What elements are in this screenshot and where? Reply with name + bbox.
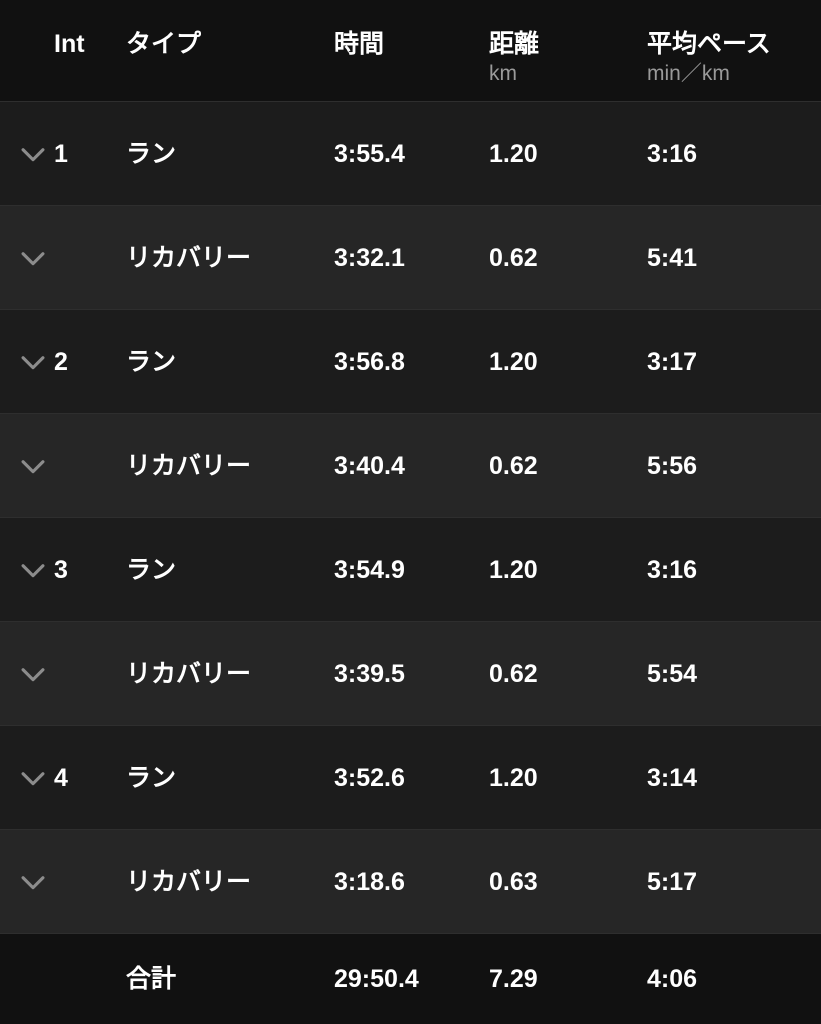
cell-pace: 5:41 <box>647 243 698 272</box>
cell-type: ラン <box>126 555 177 584</box>
cell-type: ラン <box>126 347 177 376</box>
column-header-pace-label: 平均ペース <box>647 30 771 58</box>
chevron-down-icon[interactable] <box>16 241 50 275</box>
cell-pace: 3:16 <box>647 555 698 584</box>
cell-distance: 0.62 <box>489 451 538 480</box>
column-header-time: 時間 <box>334 28 489 60</box>
cell-time: 3:56.8 <box>334 347 405 376</box>
expand-lap-button[interactable] <box>0 345 54 379</box>
cell-pace: 5:54 <box>647 659 698 688</box>
table-row[interactable]: 1 ラン 3:55.4 1.20 3:16 <box>0 101 821 205</box>
cell-distance: 1.20 <box>489 555 538 584</box>
column-header-distance: 距離 km <box>489 28 647 88</box>
column-header-type-label: タイプ <box>126 30 202 58</box>
chevron-down-icon[interactable] <box>16 761 50 795</box>
cell-time: 3:55.4 <box>334 139 405 168</box>
cell-type: リカバリー <box>126 451 252 480</box>
cell-distance: 1.20 <box>489 763 538 792</box>
column-header-pace: 平均ペース min／km <box>647 28 821 88</box>
expand-lap-button[interactable] <box>0 553 54 587</box>
total-row-time: 29:50.4 <box>334 965 419 993</box>
column-header-int-label: Int <box>54 30 85 58</box>
total-row-pace: 4:06 <box>647 965 698 993</box>
cell-pace: 5:17 <box>647 867 698 896</box>
expand-lap-button[interactable] <box>0 137 54 171</box>
expand-lap-button[interactable] <box>0 449 54 483</box>
total-row-distance: 7.29 <box>489 965 538 993</box>
cell-type: リカバリー <box>126 867 252 896</box>
column-header-time-label: 時間 <box>334 30 385 58</box>
chevron-down-icon[interactable] <box>16 137 50 171</box>
column-header-distance-unit: km <box>489 62 517 85</box>
table-row[interactable]: リカバリー 3:39.5 0.62 5:54 <box>0 621 821 725</box>
table-row[interactable]: 2 ラン 3:56.8 1.20 3:17 <box>0 309 821 413</box>
cell-distance: 0.62 <box>489 243 538 272</box>
expand-lap-button[interactable] <box>0 241 54 275</box>
cell-type: リカバリー <box>126 659 252 688</box>
table-row[interactable]: リカバリー 3:18.6 0.63 5:17 <box>0 829 821 933</box>
chevron-down-icon[interactable] <box>16 553 50 587</box>
cell-time: 3:32.1 <box>334 243 405 272</box>
column-header-type: タイプ <box>126 28 334 60</box>
cell-int: 1 <box>54 139 68 168</box>
cell-int: 4 <box>54 763 68 792</box>
cell-pace: 5:56 <box>647 451 698 480</box>
cell-time: 3:39.5 <box>334 659 405 688</box>
column-header-pace-unit: min／km <box>647 62 730 85</box>
column-header-distance-label: 距離 <box>489 30 540 58</box>
cell-type: ラン <box>126 763 177 792</box>
table-row[interactable]: 3 ラン 3:54.9 1.20 3:16 <box>0 517 821 621</box>
cell-time: 3:40.4 <box>334 451 405 480</box>
cell-distance: 0.63 <box>489 867 538 896</box>
total-row-label: 合計 <box>126 965 177 993</box>
chevron-down-icon[interactable] <box>16 449 50 483</box>
cell-distance: 0.62 <box>489 659 538 688</box>
table-header-row: Int タイプ 時間 距離 km 平均ペース min／km <box>0 0 821 101</box>
cell-pace: 3:14 <box>647 763 698 792</box>
table-row[interactable]: リカバリー 3:32.1 0.62 5:41 <box>0 205 821 309</box>
chevron-down-icon[interactable] <box>16 345 50 379</box>
expand-lap-button[interactable] <box>0 865 54 899</box>
cell-pace: 3:17 <box>647 347 698 376</box>
expand-lap-button[interactable] <box>0 761 54 795</box>
cell-pace: 3:16 <box>647 139 698 168</box>
table-row[interactable]: リカバリー 3:40.4 0.62 5:56 <box>0 413 821 517</box>
cell-distance: 1.20 <box>489 347 538 376</box>
table-row[interactable]: 4 ラン 3:52.6 1.20 3:14 <box>0 725 821 829</box>
cell-type: リカバリー <box>126 243 252 272</box>
lap-rows-container: 1 ラン 3:55.4 1.20 3:16 リカバリー 3:32.1 0.62 5:41 2 ラン 3… <box>0 101 821 933</box>
cell-time: 3:18.6 <box>334 867 405 896</box>
chevron-down-icon[interactable] <box>16 865 50 899</box>
cell-time: 3:54.9 <box>334 555 405 584</box>
cell-type: ラン <box>126 139 177 168</box>
cell-distance: 1.20 <box>489 139 538 168</box>
expand-lap-button[interactable] <box>0 657 54 691</box>
cell-time: 3:52.6 <box>334 763 405 792</box>
cell-int: 3 <box>54 555 68 584</box>
cell-int: 2 <box>54 347 68 376</box>
chevron-down-icon[interactable] <box>16 657 50 691</box>
total-row: 合計 29:50.4 7.29 4:06 <box>0 933 821 1024</box>
column-header-int: Int <box>54 28 126 60</box>
